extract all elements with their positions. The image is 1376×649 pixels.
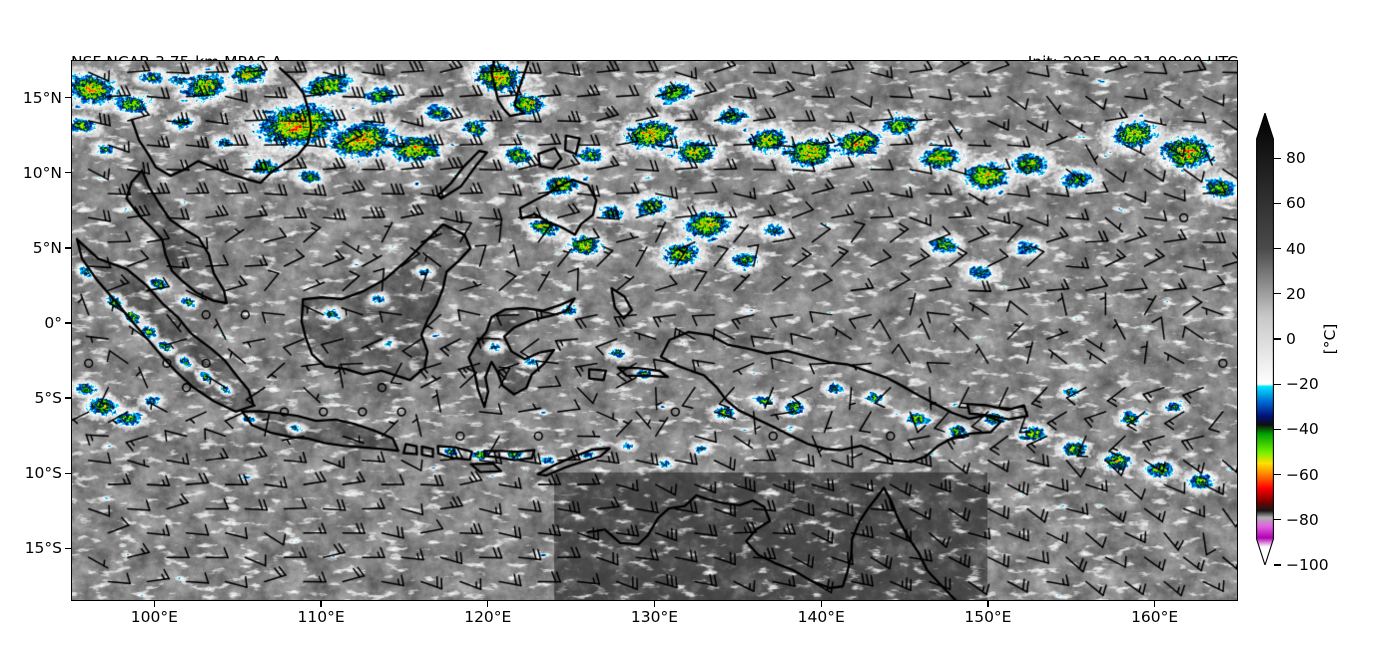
colorbar-gradient [1256,113,1274,565]
longitude-tick-label: 110°E [297,608,345,626]
colorbar-tick-mark [1274,428,1281,431]
latitude-tick-label: 10°N [22,163,62,182]
colorbar-tick-mark [1274,157,1281,159]
colorbar-tick-mark [1274,473,1281,476]
colorbar-tick-mark [1274,293,1281,295]
ir-brightness-temperature-raster [72,61,1237,600]
latitude-tick-mark [65,247,71,249]
colorbar-tick-label: −40 [1286,420,1319,439]
longitude-tick-label: 120°E [464,608,512,626]
latitude-tick-mark [65,397,71,399]
longitude-tick-mark [820,601,822,607]
longitude-tick-mark [153,601,156,607]
latitude-tick-label: 10°S [24,464,62,483]
longitude-tick-mark [987,601,989,607]
longitude-tick-label: 140°E [797,608,845,626]
latitude-tick-mark [65,472,71,474]
latitude-tick-mark [65,547,71,550]
map-panel[interactable] [71,60,1238,601]
latitude-tick-mark [65,322,71,324]
colorbar-tick-label: 80 [1286,149,1306,168]
colorbar-tick-label: 0 [1286,330,1296,348]
longitude-tick-label: 130°E [630,608,679,626]
latitude-tick-label: 5°S [34,389,62,408]
latitude-tick-label: 0° [44,313,62,332]
colorbar-unit-label: [°C] [1321,323,1339,355]
colorbar-tick-label: −60 [1286,465,1319,484]
colorbar-tick-mark [1274,247,1281,250]
colorbar-tick-label: −80 [1286,510,1319,529]
colorbar-tick-label: 40 [1286,239,1306,258]
longitude-tick-label: 100°E [130,608,178,626]
longitude-tick-mark [320,601,322,607]
colorbar-tick-mark [1274,564,1281,566]
colorbar-tick-label: 20 [1286,284,1306,303]
latitude-tick-mark [65,96,71,99]
latitude-tick-mark [65,172,71,174]
colorbar-tick-label: −100 [1286,556,1329,574]
colorbar-tick-mark [1274,202,1281,205]
longitude-tick-mark [487,601,489,607]
longitude-tick-label: 160°E [1131,608,1179,626]
colorbar-tick-label: 60 [1286,194,1306,213]
latitude-tick-label: 15°N [22,88,62,107]
longitude-tick-mark [653,601,656,607]
colorbar-tick-mark [1274,519,1281,521]
latitude-tick-label: 5°N [32,238,62,257]
colorbar-tick-label: −20 [1286,375,1319,394]
longitude-tick-label: 150°E [964,608,1012,626]
colorbar-tick-mark [1274,338,1281,340]
colorbar-tick-mark [1274,383,1281,385]
colorbar[interactable] [1256,113,1274,565]
latitude-tick-label: 15°S [24,539,62,558]
longitude-tick-mark [1153,601,1156,607]
